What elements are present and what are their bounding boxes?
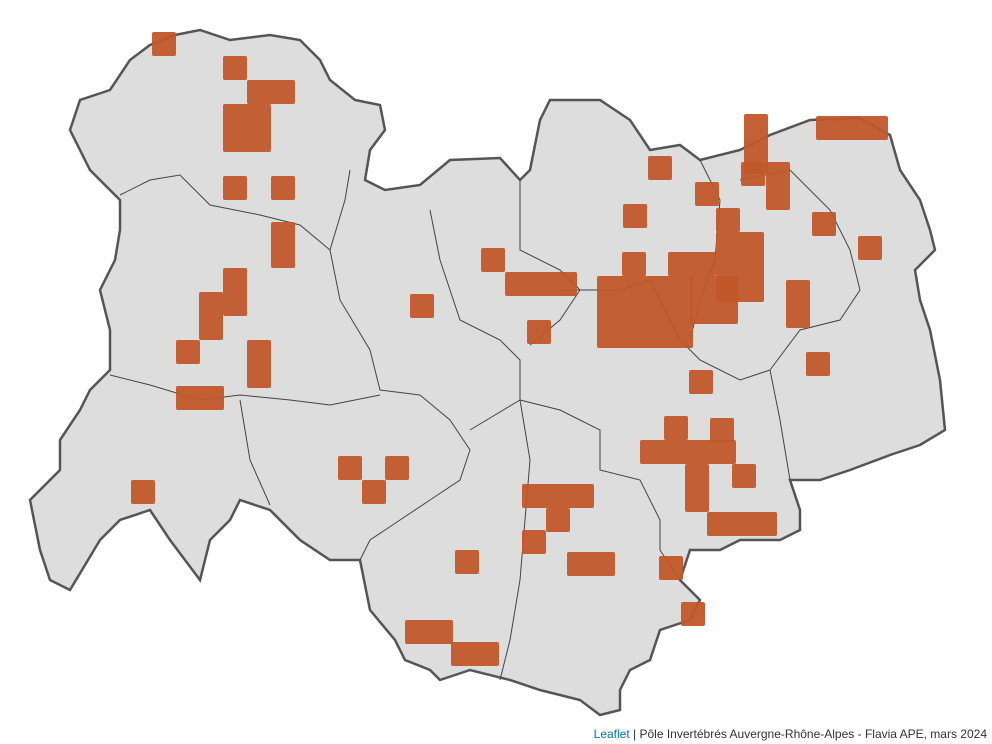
- occurrence-cell[interactable]: [816, 116, 888, 140]
- leaflet-link[interactable]: Leaflet: [593, 727, 630, 741]
- occurrence-cell[interactable]: [223, 104, 271, 152]
- occurrence-cell[interactable]: [223, 176, 247, 200]
- occurrence-cell[interactable]: [812, 212, 836, 236]
- occurrence-cell[interactable]: [689, 370, 713, 394]
- attribution-text: Pôle Invertébrés Auvergne-Rhône-Alpes - …: [639, 727, 987, 741]
- occurrence-cell[interactable]: [623, 204, 647, 228]
- occurrence-cell[interactable]: [176, 386, 224, 410]
- occurrence-cell[interactable]: [546, 508, 570, 532]
- department-boundary: [359, 394, 471, 561]
- occurrence-cell[interactable]: [451, 642, 499, 666]
- occurrence-cell[interactable]: [247, 80, 295, 104]
- attribution-separator: |: [629, 727, 640, 741]
- occurrence-cell[interactable]: [766, 162, 790, 210]
- occurrence-cell[interactable]: [786, 280, 810, 328]
- occurrence-cell[interactable]: [695, 182, 719, 206]
- occurrence-cell[interactable]: [247, 340, 271, 388]
- occurrence-cell[interactable]: [744, 114, 768, 174]
- occurrence-cell[interactable]: [648, 156, 672, 180]
- occurrence-cell[interactable]: [685, 464, 709, 512]
- occurrence-cell[interactable]: [806, 352, 830, 376]
- occurrence-cell[interactable]: [271, 176, 295, 200]
- occurrence-cell[interactable]: [710, 418, 734, 442]
- occurrence-cell[interactable]: [858, 236, 882, 260]
- department-boundary: [519, 399, 681, 581]
- occurrence-cell[interactable]: [567, 552, 615, 576]
- department-boundary: [119, 169, 351, 251]
- occurrence-cell[interactable]: [223, 268, 247, 316]
- occurrence-cell[interactable]: [385, 456, 409, 480]
- occurrence-cell[interactable]: [505, 272, 577, 296]
- occurrence-cell[interactable]: [455, 550, 479, 574]
- occurrence-cell[interactable]: [271, 222, 295, 268]
- occurrence-cell[interactable]: [741, 162, 765, 186]
- occurrence-cell[interactable]: [152, 32, 176, 56]
- occurrence-cell[interactable]: [338, 456, 362, 480]
- occurrence-cell[interactable]: [131, 480, 155, 504]
- department-boundary: [239, 399, 271, 506]
- occurrence-cell[interactable]: [176, 340, 200, 364]
- occurrence-cell[interactable]: [732, 464, 756, 488]
- occurrence-cell[interactable]: [707, 512, 777, 536]
- occurrence-cell[interactable]: [681, 602, 705, 626]
- occurrence-cell[interactable]: [410, 294, 434, 318]
- occurrence-cell[interactable]: [716, 208, 740, 232]
- occurrence-cell[interactable]: [362, 480, 386, 504]
- occurrence-cell[interactable]: [223, 56, 247, 80]
- occurrence-cell[interactable]: [659, 556, 683, 580]
- occurrence-cell[interactable]: [481, 248, 505, 272]
- occurrence-cell[interactable]: [199, 292, 223, 340]
- occurrence-cell[interactable]: [527, 320, 551, 344]
- department-boundary: [109, 374, 381, 406]
- attribution: Leaflet | Pôle Invertébrés Auvergne-Rhôn…: [588, 724, 992, 744]
- occurrence-cell[interactable]: [640, 440, 736, 464]
- department-boundary: [329, 249, 421, 396]
- occurrence-cell[interactable]: [664, 416, 688, 440]
- occurrence-cell[interactable]: [522, 530, 546, 554]
- occurrence-cell[interactable]: [622, 252, 646, 276]
- department-boundary: [739, 169, 861, 371]
- occurrence-cells: [131, 32, 888, 666]
- occurrence-cell[interactable]: [405, 620, 453, 644]
- occurrence-cell[interactable]: [668, 252, 716, 276]
- occurrence-cell[interactable]: [597, 276, 693, 348]
- occurrence-cell[interactable]: [522, 484, 594, 508]
- occurrence-cell[interactable]: [690, 276, 738, 324]
